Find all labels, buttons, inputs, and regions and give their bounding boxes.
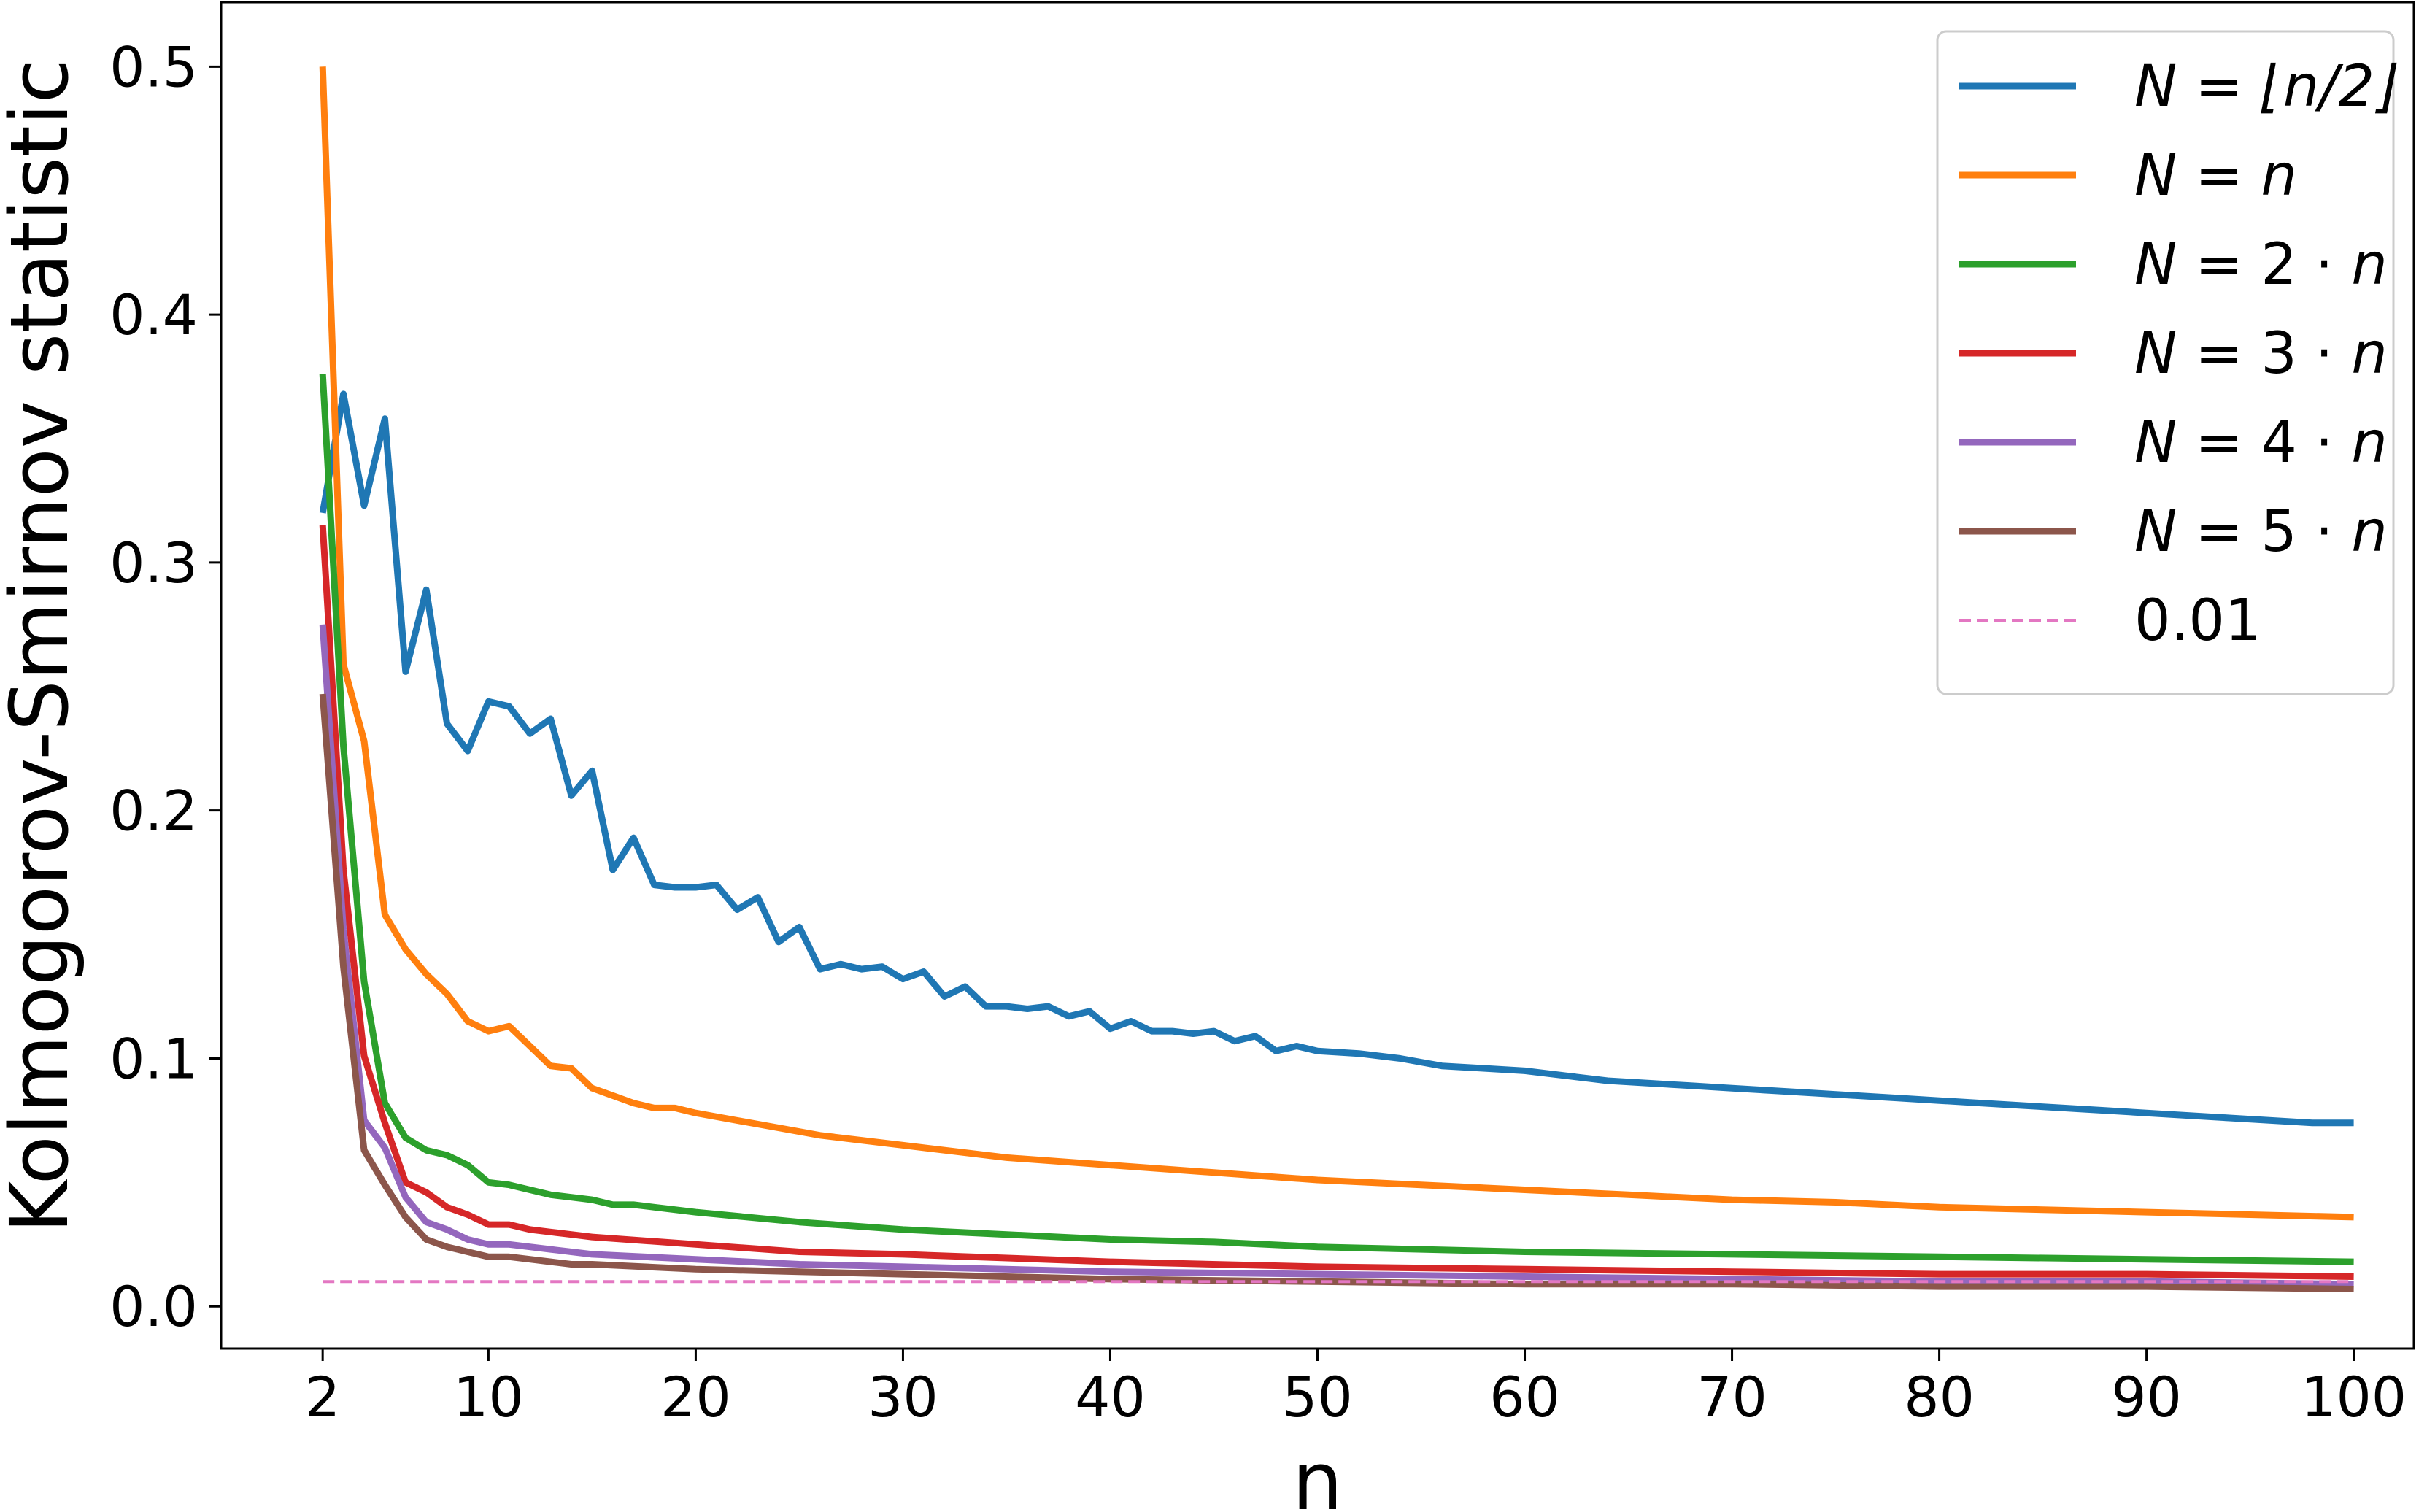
series-line-3 xyxy=(319,525,2354,1280)
legend-label: N = ⌊n/2⌋ xyxy=(2134,54,2397,120)
x-axis-label: n xyxy=(1292,1435,1343,1512)
y-tick-label: 0.2 xyxy=(109,779,198,844)
x-tick-label: 40 xyxy=(1075,1365,1146,1430)
legend: N = ⌊n/2⌋N = nN = 2 · nN = 3 · nN = 4 · … xyxy=(1936,30,2397,695)
series-lines xyxy=(319,66,2354,1292)
legend-label-part: N xyxy=(2134,54,2177,120)
legend-label-part: n xyxy=(2351,232,2387,298)
x-tick-label: 10 xyxy=(453,1365,524,1430)
series-line-2 xyxy=(319,374,2354,1265)
x-tick-label: 80 xyxy=(1904,1365,1975,1430)
series-line-5 xyxy=(319,693,2354,1292)
legend-label-part: ⌊n/2⌋ xyxy=(2261,54,2397,120)
y-tick-label: 0.1 xyxy=(109,1026,198,1091)
legend-label-part: n xyxy=(2351,499,2387,565)
legend-label-part: = 2 · xyxy=(2177,232,2351,298)
legend-label-part: N xyxy=(2134,321,2177,387)
x-tick-label: 50 xyxy=(1282,1365,1353,1430)
legend-label-part: = 5 · xyxy=(2177,499,2351,565)
x-tick-label: 70 xyxy=(1697,1365,1767,1430)
legend-label-part: n xyxy=(2351,321,2387,387)
legend-label-part: N xyxy=(2134,410,2177,476)
legend-label-part: n xyxy=(2261,143,2296,209)
legend-label-part: 0.01 xyxy=(2134,588,2261,654)
y-tick-label: 0.4 xyxy=(109,282,198,347)
legend-label-part: N xyxy=(2134,499,2177,565)
y-tick-label: 0.0 xyxy=(109,1274,198,1339)
legend-label-part: = xyxy=(2177,54,2261,120)
legend-label-part: = 3 · xyxy=(2177,321,2351,387)
x-tick-label: 2 xyxy=(305,1365,340,1430)
x-tick-label: 60 xyxy=(1489,1365,1560,1430)
legend-label-part: n xyxy=(2351,410,2387,476)
x-tick-label: 90 xyxy=(2111,1365,2182,1430)
legend-label-part: = xyxy=(2177,143,2261,209)
y-tick-label: 0.3 xyxy=(109,531,198,595)
axis-labels: n Kolmogorov-Smirnov statistic xyxy=(0,59,1343,1512)
series-line-4 xyxy=(319,624,2354,1288)
legend-label-part: N xyxy=(2134,143,2177,209)
x-tick-label: 20 xyxy=(660,1365,731,1430)
legend-label: N = n xyxy=(2134,143,2297,209)
ticks: 2 10 20 30 40 50 60 70 80 90 100 0.0 0.1 0.2 0.3 0.4 0.5 xyxy=(109,34,2407,1430)
legend-label-part: = 4 · xyxy=(2177,410,2351,476)
x-tick-label: 30 xyxy=(868,1365,938,1430)
legend-label: N = 4 · n xyxy=(2134,410,2388,476)
y-tick-label: 0.5 xyxy=(109,34,198,99)
legend-label: N = 3 · n xyxy=(2134,321,2388,387)
legend-label: N = 2 · n xyxy=(2134,232,2388,298)
series-line-1 xyxy=(319,66,2354,1221)
y-axis-label: Kolmogorov-Smirnov statistic xyxy=(0,59,86,1233)
legend-label: N = 5 · n xyxy=(2134,499,2388,565)
series-line-0 xyxy=(319,390,2354,1127)
legend-label-part: N xyxy=(2134,232,2177,298)
legend-label: 0.01 xyxy=(2134,588,2261,654)
x-tick-label: 100 xyxy=(2301,1365,2407,1430)
